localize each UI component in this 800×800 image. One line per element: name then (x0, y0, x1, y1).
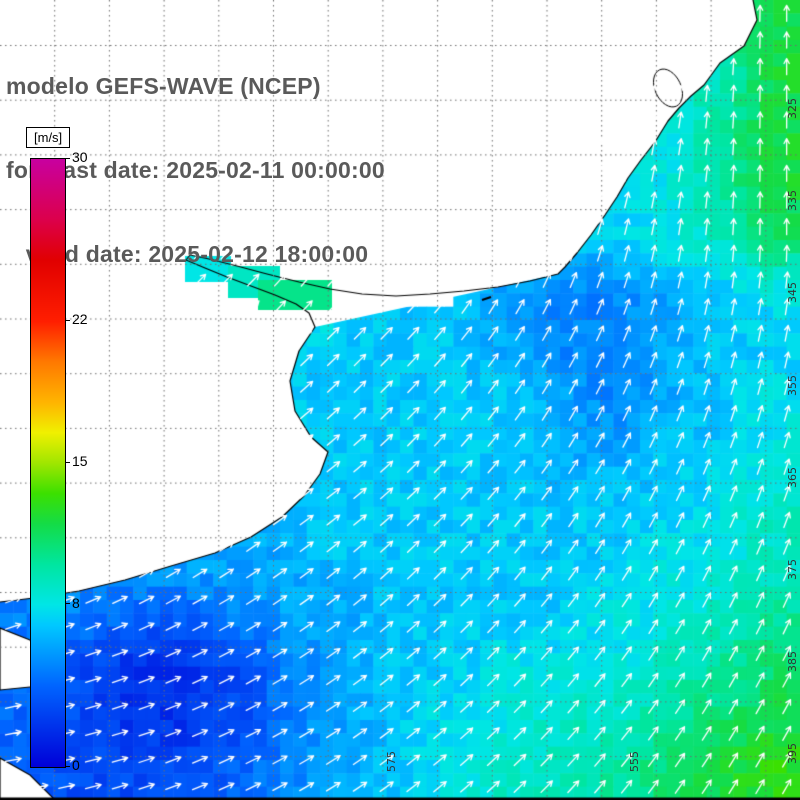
valid-date-line: valid date: 2025-02-12 18:00:00 (6, 241, 369, 267)
latitude-grid-label: 325 (786, 98, 799, 119)
longitude-grid-label: 575 (385, 751, 398, 772)
longitude-grid-label: 555 (628, 751, 641, 772)
latitude-grid-label: 335 (786, 190, 799, 212)
latitude-grid-label: 395 (786, 743, 799, 765)
forecast-date-line: forecast date: 2025-02-11 00:00:00 (6, 157, 385, 183)
title-block: modelo GEFS-WAVE (NCEP) forecast date: 2… (6, 16, 385, 324)
latitude-grid-label: 375 (786, 559, 799, 580)
latitude-grid-label: 345 (786, 282, 799, 304)
latitude-grid-label: 355 (786, 374, 799, 396)
model-title: modelo GEFS-WAVE (NCEP) (6, 73, 321, 99)
latitude-grid-label: 385 (786, 651, 799, 673)
latitude-grid-label: 365 (786, 466, 799, 488)
